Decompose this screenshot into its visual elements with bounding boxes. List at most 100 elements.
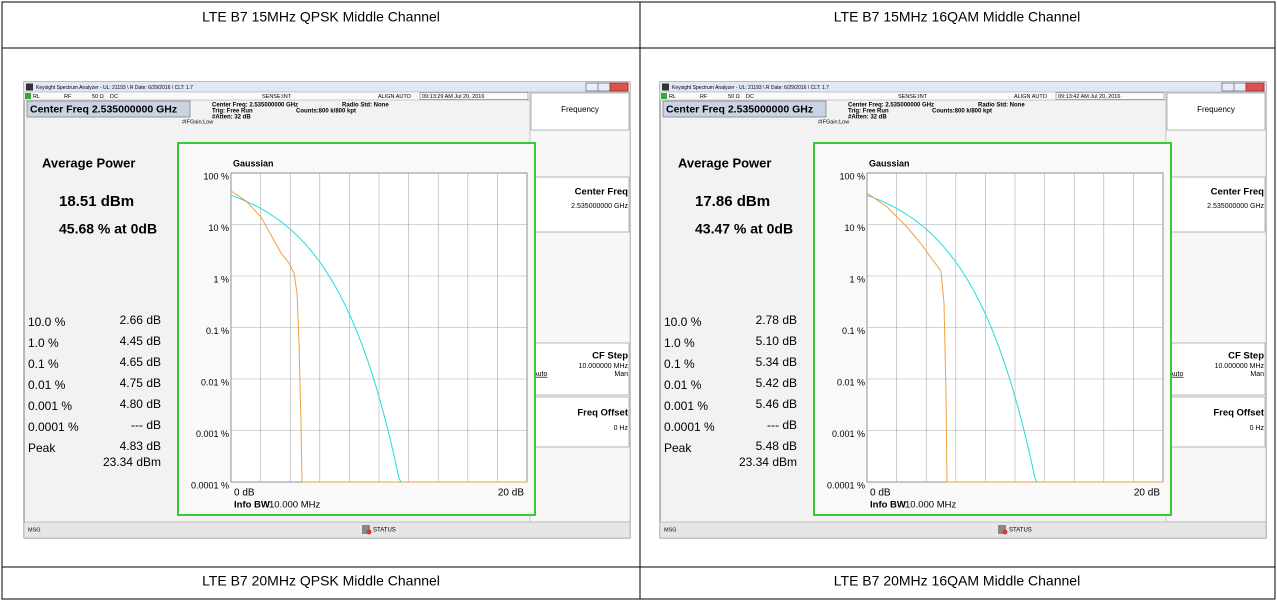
- softkey: [1166, 176, 1266, 233]
- stat-probability: 10.0 %: [28, 315, 66, 329]
- y-axis-label: 1 %: [213, 274, 229, 284]
- softkey: [530, 176, 630, 233]
- y-axis-label: 100 %: [203, 171, 229, 181]
- softkey-label: CF Step: [592, 351, 628, 362]
- y-axis-label: 0.001 %: [196, 429, 229, 439]
- stat-probability: 0.01 %: [28, 378, 66, 392]
- status-item: 09:13:29 AM Jul 20, 2016: [422, 94, 484, 100]
- bottom-bar: [659, 521, 1267, 539]
- softkey-option: Auto: [1169, 371, 1184, 378]
- status-alert: [366, 529, 372, 535]
- setup-line: Radio Std: None: [978, 103, 1025, 109]
- stat-value: 5.42 dB: [756, 376, 797, 390]
- close-button: [609, 82, 629, 92]
- softkey-label: Freq Offset: [1213, 408, 1265, 419]
- status-icon: [661, 93, 667, 99]
- time-box: [1055, 92, 1165, 100]
- status-item: SENSE:INT: [898, 94, 928, 100]
- stat-probability: 1.0 %: [28, 336, 59, 350]
- peak-label: Peak: [664, 441, 692, 455]
- softkey-menu: Frequency: [1197, 105, 1235, 114]
- status-item: RL: [669, 94, 676, 100]
- softkey: [530, 342, 630, 396]
- stat-value: 5.10 dB: [756, 334, 797, 348]
- peak-db: 4.83 dB: [120, 439, 161, 453]
- x-axis-start: 0 dB: [234, 488, 255, 499]
- setup-line: Center Freq: 2.535000000 GHz: [212, 103, 298, 109]
- status-label: STATUS: [373, 528, 396, 534]
- stat-value: --- dB: [131, 418, 161, 432]
- y-axis-label: 0.01 %: [201, 377, 229, 387]
- status-item: 50 Ω: [92, 94, 104, 100]
- stat-value: 4.65 dB: [120, 355, 161, 369]
- setup-line: Radio Std: None: [342, 103, 389, 109]
- stat-probability: 0.01 %: [664, 378, 702, 392]
- status-item: SENSE:INT: [262, 94, 292, 100]
- center-freq-box: [26, 100, 191, 118]
- softkey-column: [529, 91, 631, 523]
- softkey-option: Auto: [533, 371, 548, 378]
- status-item: RF: [700, 94, 708, 100]
- stat-value: 4.45 dB: [120, 334, 161, 348]
- status-alert: [1002, 529, 1008, 535]
- status-icon: [25, 93, 31, 99]
- close-button: [1245, 82, 1265, 92]
- analyzer-screenshot: Keysight Spectrum Analyzer - UL: 21193 \…: [659, 81, 1267, 539]
- y-axis-label: 10 %: [844, 223, 865, 233]
- status-item: RF: [64, 94, 72, 100]
- x-axis-end: 20 dB: [1134, 488, 1160, 499]
- status-label: STATUS: [1009, 528, 1032, 534]
- x-axis-start: 0 dB: [870, 488, 891, 499]
- trace-label: Gaussian: [233, 158, 274, 168]
- stat-probability: 0.0001 %: [28, 420, 79, 434]
- trace-label: Gaussian: [869, 158, 910, 168]
- window-title: Keysight Spectrum Analyzer - UL: 21193 \…: [672, 85, 829, 91]
- softkey-value: 2.535000000 GHz: [1207, 203, 1264, 210]
- setup-line: Trig: Free Run: [212, 109, 253, 115]
- status-item: ALIGN AUTO: [1014, 94, 1048, 100]
- app-icon: [26, 83, 33, 91]
- stat-value: 5.34 dB: [756, 355, 797, 369]
- x-axis-end: 20 dB: [498, 488, 524, 499]
- window-button: [597, 82, 611, 92]
- window-title: Keysight Spectrum Analyzer - UL: 21193 \…: [36, 85, 193, 91]
- if-gain: #IFGain:Low: [182, 119, 213, 125]
- peak-dbm: 23.34 dBm: [739, 455, 797, 469]
- analyzer-screenshot: Keysight Spectrum Analyzer - UL: 21193 \…: [23, 81, 631, 539]
- stat-value: --- dB: [767, 418, 797, 432]
- window-button: [585, 82, 599, 92]
- caption: LTE B7 15MHz QPSK Middle Channel: [202, 9, 440, 25]
- gaussian-trace: [230, 194, 402, 483]
- softkey-label: CF Step: [1228, 351, 1264, 362]
- peak-label: Peak: [28, 441, 56, 455]
- measure-title: Average Power: [678, 155, 771, 170]
- setup-line: #Atten: 32 dB: [848, 115, 887, 121]
- average-power: 17.86 dBm: [695, 193, 770, 210]
- stat-probability: 0.1 %: [28, 357, 59, 371]
- stat-probability: 1.0 %: [664, 336, 695, 350]
- measure-title: Average Power: [42, 155, 135, 170]
- power-percent: 45.68 % at 0dB: [59, 221, 157, 237]
- stat-value: 2.66 dB: [120, 313, 161, 327]
- softkey: [1166, 396, 1266, 448]
- caption: LTE B7 15MHz 16QAM Middle Channel: [834, 9, 1080, 25]
- stat-probability: 0.0001 %: [664, 420, 715, 434]
- setup-line: #Atten: 32 dB: [212, 115, 251, 121]
- info-bw: 10.000 MHz: [905, 500, 956, 511]
- gaussian-trace: [866, 194, 1038, 483]
- setup-line: Trig: Free Run: [848, 109, 889, 115]
- softkey-value: 2.535000000 GHz: [571, 203, 628, 210]
- y-axis-label: 0.1 %: [206, 326, 229, 336]
- title-bar: [660, 82, 1266, 92]
- stat-value: 2.78 dB: [756, 313, 797, 327]
- peak-dbm: 23.34 dBm: [103, 455, 161, 469]
- softkey-menu: Frequency: [561, 105, 599, 114]
- status-item: DC: [110, 94, 118, 100]
- status-item: DC: [746, 94, 754, 100]
- status-icon: [998, 525, 1006, 534]
- status-item: 09:13:42 AM Jul 20, 2016: [1058, 94, 1120, 100]
- softkey-value: 0 Hz: [614, 425, 629, 432]
